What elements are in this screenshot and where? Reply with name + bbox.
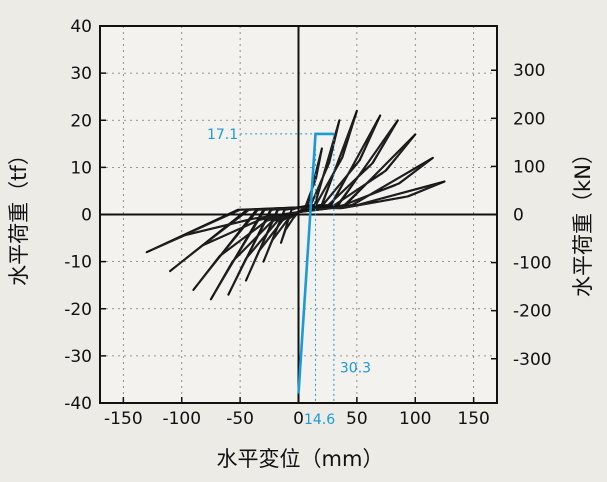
hysteresis-loops — [145, 109, 446, 301]
ultimate-disp-label: 30.3 — [340, 360, 371, 376]
hysteresis-loop-repeat — [152, 183, 440, 251]
y-right-tick-label: -100 — [513, 254, 552, 274]
y-left-tick-label: -30 — [64, 347, 92, 367]
y-axis-title-left: 水平荷重（tf） — [7, 144, 31, 286]
x-tick-label: -150 — [104, 409, 143, 429]
axes-layer — [99, 25, 498, 404]
x-tick-label: 100 — [399, 409, 431, 429]
y-left-tick-label: 10 — [70, 158, 92, 178]
y-right-tick-label: 300 — [513, 61, 545, 81]
x-tick-label: 150 — [457, 409, 489, 429]
y-right-tick-label: -200 — [513, 302, 552, 322]
y-left-tick-label: -40 — [64, 394, 92, 414]
y-left-tick-label: 20 — [70, 111, 92, 131]
y-right-tick-label: 200 — [513, 109, 545, 129]
y-left-tick-label: -10 — [64, 253, 92, 273]
x-tick-label: 50 — [346, 409, 368, 429]
y-axis-title-right: 水平荷重（kN） — [571, 143, 595, 297]
x-tick-label: 0 — [293, 409, 304, 429]
yield-load-label: 17.1 — [207, 127, 238, 143]
x-axis-title: 水平変位（mm） — [217, 447, 384, 471]
y-left-tick-label: 30 — [70, 64, 92, 84]
yield-disp-label: 14.6 — [304, 412, 335, 428]
bilinear-approximation: 17.1 14.6 30.3 — [207, 127, 371, 428]
y-right-tick-label: 100 — [513, 157, 545, 177]
y-left-tick-label: 0 — [81, 206, 92, 226]
y-right-tick-label: 0 — [513, 206, 524, 226]
x-tick-label: -50 — [226, 409, 254, 429]
x-tick-label: -100 — [162, 409, 201, 429]
tick-labels: -150 -100 -50 0 50 100 150-40-30-20-1001020304… — [64, 17, 551, 429]
y-left-tick-label: -20 — [64, 300, 92, 320]
y-left-tick-label: 40 — [70, 17, 92, 37]
y-right-tick-label: -300 — [513, 350, 552, 370]
